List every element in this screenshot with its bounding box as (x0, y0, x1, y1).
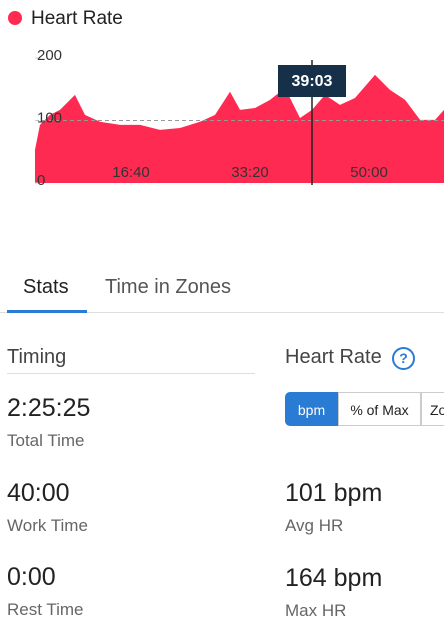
stat-value: 2:25:25 (7, 394, 91, 422)
tab[interactable]: Stats (23, 276, 69, 298)
stat-label: Rest Time (7, 600, 84, 619)
y-tick-label: 0 (37, 172, 45, 189)
divider (0, 312, 444, 313)
chart: Heart Rate 0 100 200 16:40 33:20 50:00 39:03 (8, 8, 444, 189)
stat-value: 0:00 (7, 563, 56, 591)
tab[interactable]: Time in Zones (105, 276, 231, 298)
stat-label: Work Time (7, 516, 88, 535)
toggle-button[interactable]: % of Max (338, 392, 421, 426)
x-tick-label: 16:40 (112, 164, 150, 181)
stat-value: 101 bpm (285, 479, 383, 507)
divider (7, 373, 255, 374)
cursor-badge (278, 65, 346, 97)
stat-value: 40:00 (7, 479, 70, 507)
area (34, 74, 444, 183)
chart-title: Heart Rate (31, 8, 123, 29)
stat-label: Max HR (285, 601, 347, 620)
tab-indicator (7, 310, 87, 313)
toggle-button[interactable]: Zones (421, 392, 444, 426)
help-icon[interactable]: ? (392, 347, 415, 370)
stat-value: 164 bpm (285, 564, 383, 592)
stat-label: Avg HR (285, 516, 344, 535)
cursor-label: 39:03 (292, 73, 333, 90)
legend-dot (8, 11, 22, 25)
section-title: Heart Rate (285, 346, 382, 368)
stat-label: Total Time (7, 431, 85, 450)
x-tick-label: 50:00 (350, 164, 388, 181)
y-tick-label: 200 (37, 47, 62, 64)
y-tick-label: 100 (37, 109, 62, 126)
toggle-button[interactable]: bpm (285, 392, 338, 426)
section-title: Timing (7, 346, 67, 368)
x-tick-label: 33:20 (231, 164, 269, 181)
